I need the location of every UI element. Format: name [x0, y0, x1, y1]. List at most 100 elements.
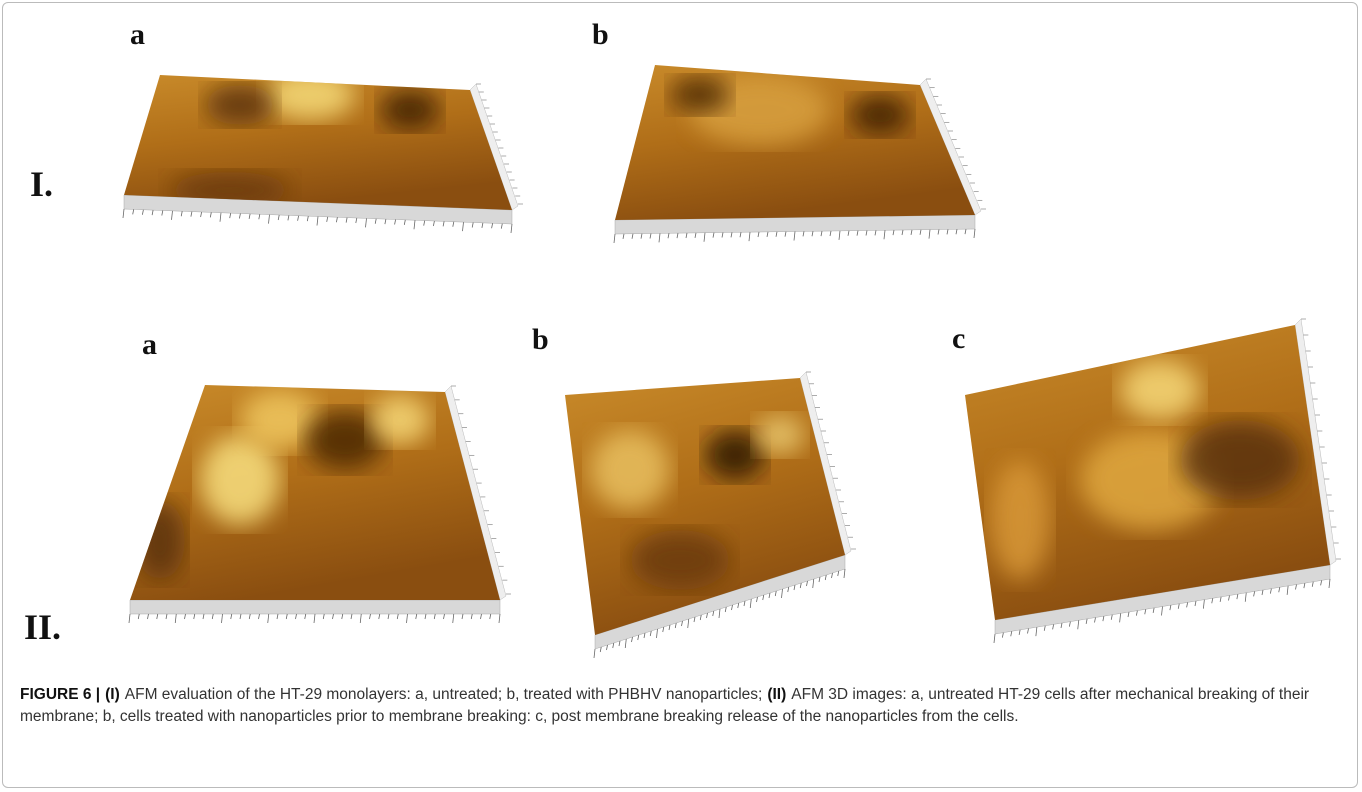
axis-tick: [974, 229, 975, 238]
axis-tick: [775, 591, 776, 596]
axis-tick: [1229, 596, 1230, 601]
axis-tick: [740, 232, 741, 237]
axis-tick: [152, 210, 153, 215]
axis-tick: [677, 233, 678, 238]
axis-tick: [277, 614, 278, 619]
axis-tick: [490, 614, 491, 619]
axis-tick: [1237, 594, 1238, 599]
row-label: II.: [24, 606, 61, 648]
surface-feature: [1180, 420, 1300, 500]
surface-feature: [990, 460, 1050, 580]
axis-tick: [142, 210, 143, 215]
axis-tick: [472, 223, 473, 228]
axis-tick: [844, 569, 845, 578]
axis-tick: [594, 649, 595, 658]
axis-tick: [336, 217, 337, 222]
axis-tick: [657, 629, 658, 638]
afm-images: [0, 0, 1362, 680]
axis-tick: [1296, 585, 1297, 590]
axis-tick: [1162, 607, 1163, 616]
surface-feature: [1120, 360, 1200, 420]
axis-tick: [501, 224, 502, 229]
axis-tick: [360, 614, 361, 623]
axis-tick: [749, 232, 750, 241]
axis-tick: [249, 614, 250, 619]
axis-tick: [1187, 602, 1188, 607]
axis-tick: [444, 614, 445, 619]
axis-tick: [632, 637, 633, 642]
panel-label: b: [592, 18, 609, 52]
axis-tick: [1061, 623, 1062, 628]
axis-tick: [1002, 633, 1003, 638]
axis-tick: [404, 220, 405, 225]
axis-tick: [1036, 627, 1037, 636]
axis-tick: [471, 614, 472, 619]
axis-tick: [619, 641, 620, 646]
axis-tick: [166, 614, 167, 619]
surface-feature: [590, 430, 670, 510]
axis-tick: [920, 230, 921, 235]
axis-tick: [286, 614, 287, 619]
panel-label: a: [130, 18, 145, 52]
axis-tick: [1111, 615, 1112, 620]
axis-tick: [230, 213, 231, 218]
axis-tick: [731, 232, 732, 237]
surface-feature: [630, 530, 730, 590]
axis-tick: [397, 614, 398, 619]
axis-tick: [763, 595, 764, 600]
axis-tick: [1145, 609, 1146, 614]
axis-tick: [769, 593, 770, 598]
axis-tick: [675, 623, 676, 628]
surface-feature: [205, 85, 275, 125]
axis-tick: [832, 573, 833, 578]
axis-tick: [307, 216, 308, 221]
panel-label: b: [532, 323, 549, 357]
axis-tick: [1321, 580, 1322, 585]
axis-tick: [607, 645, 608, 650]
axis-tick: [911, 230, 912, 235]
axis-tick: [370, 614, 371, 619]
axis-tick: [857, 231, 858, 236]
axis-tick: [1262, 590, 1263, 595]
surface-feature: [265, 70, 355, 120]
axis-tick: [929, 230, 930, 239]
axis-tick: [807, 581, 808, 586]
axis-tick: [1270, 589, 1271, 594]
axis-tick: [719, 609, 720, 618]
axis-tick: [133, 209, 134, 214]
axis-tick: [875, 230, 876, 235]
axis-tick: [123, 209, 124, 218]
surface-feature: [380, 90, 440, 130]
axis-tick: [668, 233, 669, 238]
axis-tick: [625, 639, 626, 648]
axis-tick: [994, 634, 995, 643]
axis-tick: [650, 234, 651, 239]
axis-tick: [288, 215, 289, 220]
axis-tick: [884, 230, 885, 239]
axis-tick: [830, 231, 831, 236]
axis-tick: [453, 614, 454, 623]
axis-tick: [902, 230, 903, 235]
axis-tick: [800, 583, 801, 588]
panel-label: c: [952, 322, 965, 356]
axis-tick: [511, 224, 512, 233]
axis-tick: [443, 221, 444, 226]
axis-tick: [1028, 629, 1029, 634]
axis-tick: [1153, 608, 1154, 613]
axis-tick: [210, 212, 211, 217]
axis-tick: [632, 234, 633, 239]
axis-tick: [641, 234, 642, 239]
axis-tick: [1128, 612, 1129, 617]
axis-tick: [1287, 586, 1288, 595]
axis-tick: [1011, 631, 1012, 636]
axis-tick: [416, 614, 417, 619]
axis-tick: [425, 614, 426, 619]
axis-tick: [185, 614, 186, 619]
axis-tick: [803, 231, 804, 236]
axis-tick: [839, 231, 840, 240]
axis-tick: [231, 614, 232, 619]
axis-tick: [614, 234, 615, 243]
axis-tick: [694, 617, 695, 622]
axis-tick: [1086, 619, 1087, 624]
axis-tick: [129, 614, 130, 623]
